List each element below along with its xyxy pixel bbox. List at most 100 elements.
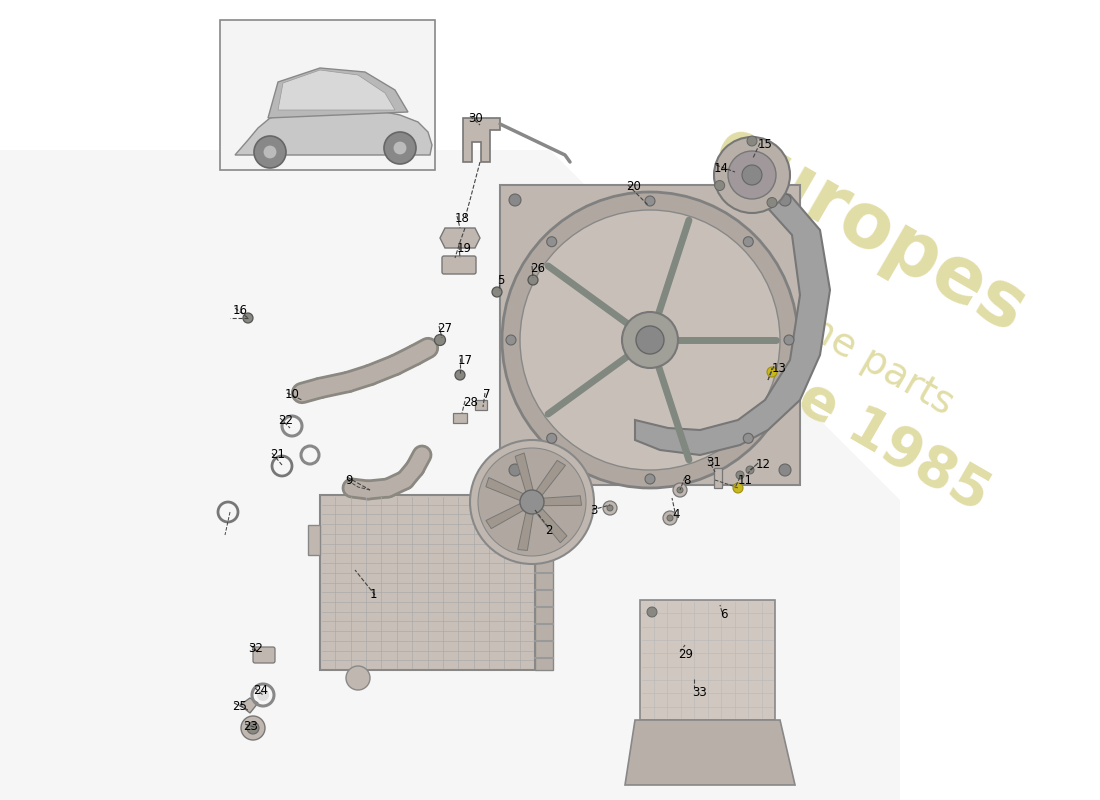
- Circle shape: [434, 334, 446, 346]
- Text: 5: 5: [497, 274, 505, 286]
- Text: 24: 24: [253, 685, 268, 698]
- Polygon shape: [268, 68, 408, 118]
- Text: 10: 10: [285, 389, 300, 402]
- Text: 2: 2: [544, 523, 552, 537]
- Circle shape: [728, 151, 776, 199]
- Circle shape: [520, 210, 780, 470]
- Polygon shape: [235, 108, 432, 155]
- Circle shape: [506, 335, 516, 345]
- Circle shape: [747, 136, 757, 146]
- Circle shape: [346, 666, 370, 690]
- Circle shape: [779, 464, 791, 476]
- Circle shape: [767, 367, 777, 377]
- Text: 30: 30: [468, 111, 483, 125]
- Polygon shape: [240, 698, 258, 713]
- Polygon shape: [278, 70, 395, 110]
- Circle shape: [547, 237, 557, 246]
- Polygon shape: [515, 453, 534, 494]
- Polygon shape: [463, 118, 500, 162]
- Polygon shape: [0, 150, 900, 800]
- Polygon shape: [535, 460, 565, 497]
- Text: 6: 6: [720, 609, 727, 622]
- Circle shape: [645, 474, 654, 484]
- Text: europes: europes: [701, 111, 1040, 349]
- Circle shape: [607, 505, 613, 511]
- Circle shape: [263, 145, 277, 159]
- Polygon shape: [440, 228, 480, 248]
- Polygon shape: [635, 180, 830, 455]
- Polygon shape: [486, 502, 525, 529]
- Circle shape: [241, 716, 265, 740]
- Text: 22: 22: [278, 414, 293, 426]
- Circle shape: [509, 464, 521, 476]
- Circle shape: [509, 194, 521, 206]
- Circle shape: [384, 132, 416, 164]
- Bar: [714, 468, 722, 488]
- Text: 33: 33: [692, 686, 706, 698]
- Circle shape: [621, 312, 678, 368]
- Bar: [475, 400, 487, 410]
- Text: 9: 9: [345, 474, 352, 486]
- Text: 28: 28: [463, 397, 477, 410]
- Text: 17: 17: [458, 354, 473, 366]
- Circle shape: [676, 487, 683, 493]
- Circle shape: [603, 501, 617, 515]
- Text: 26: 26: [530, 262, 544, 274]
- Circle shape: [663, 511, 676, 525]
- Text: 23: 23: [243, 719, 257, 733]
- Bar: [500, 185, 800, 485]
- Polygon shape: [535, 507, 566, 542]
- Circle shape: [502, 192, 798, 488]
- Text: 15: 15: [758, 138, 773, 151]
- Text: 14: 14: [714, 162, 729, 174]
- Circle shape: [257, 689, 270, 701]
- Bar: [453, 413, 468, 423]
- Circle shape: [667, 515, 673, 521]
- Circle shape: [243, 313, 253, 323]
- Circle shape: [767, 198, 777, 207]
- Circle shape: [744, 237, 754, 246]
- Bar: [535, 495, 553, 670]
- Text: 4: 4: [672, 509, 680, 522]
- Circle shape: [520, 490, 544, 514]
- Circle shape: [673, 483, 688, 497]
- Circle shape: [784, 335, 794, 345]
- Circle shape: [470, 440, 594, 564]
- Circle shape: [779, 194, 791, 206]
- Bar: [220, 20, 434, 170]
- Text: 25: 25: [232, 699, 246, 713]
- Polygon shape: [486, 478, 525, 502]
- Text: a porsche parts: a porsche parts: [680, 238, 960, 422]
- Text: 1: 1: [370, 589, 377, 602]
- Circle shape: [715, 181, 725, 190]
- Circle shape: [645, 196, 654, 206]
- Text: 8: 8: [683, 474, 691, 486]
- Circle shape: [736, 471, 744, 479]
- Text: 32: 32: [248, 642, 263, 654]
- Text: 11: 11: [738, 474, 754, 486]
- Text: 16: 16: [233, 303, 248, 317]
- Circle shape: [733, 483, 742, 493]
- Polygon shape: [518, 510, 534, 550]
- Circle shape: [393, 141, 407, 155]
- Text: 12: 12: [756, 458, 771, 471]
- Circle shape: [742, 165, 762, 185]
- Circle shape: [528, 275, 538, 285]
- Polygon shape: [541, 496, 582, 506]
- Text: 19: 19: [456, 242, 472, 254]
- Text: 7: 7: [483, 389, 491, 402]
- Circle shape: [248, 722, 258, 734]
- Circle shape: [647, 607, 657, 617]
- FancyBboxPatch shape: [253, 647, 275, 663]
- Text: 20: 20: [626, 181, 641, 194]
- Text: since 1985: since 1985: [681, 308, 999, 522]
- Circle shape: [547, 434, 557, 443]
- Circle shape: [492, 287, 502, 297]
- Bar: [308, 525, 320, 555]
- Circle shape: [455, 370, 465, 380]
- Text: 18: 18: [455, 211, 470, 225]
- Circle shape: [714, 137, 790, 213]
- Bar: [640, 600, 776, 720]
- Polygon shape: [625, 720, 795, 785]
- Text: 13: 13: [772, 362, 786, 374]
